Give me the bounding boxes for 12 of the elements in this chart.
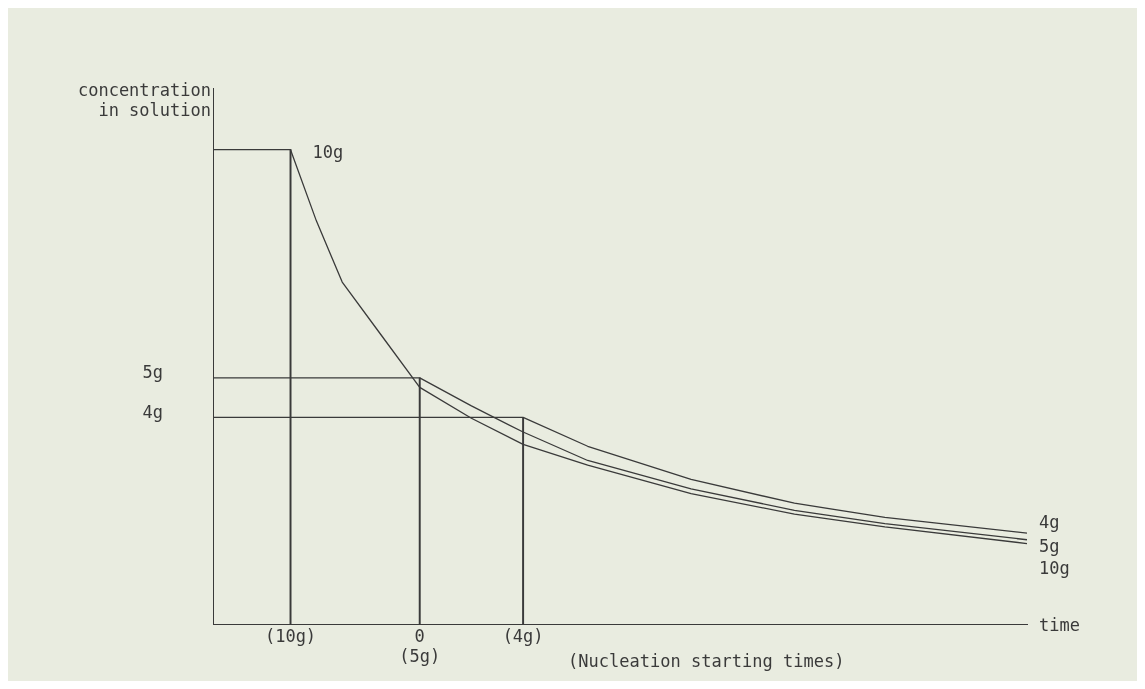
x-tick-label: (10g) (264, 625, 317, 646)
x-axis-title: time (1039, 614, 1080, 635)
x-tick-label: 0 (5g) (399, 625, 441, 667)
text: 5g (142, 362, 163, 383)
text: (Nucleation starting times) (568, 651, 845, 672)
y-axis-title: concentration in solution (77, 80, 211, 121)
series-label: 5g (1039, 536, 1060, 557)
annotation: 10g (312, 142, 344, 163)
series-label: 10g (1039, 557, 1070, 578)
x-tick-label: (4g) (502, 625, 544, 646)
series-label: 4g (1039, 511, 1060, 532)
text: 4g (142, 401, 163, 422)
